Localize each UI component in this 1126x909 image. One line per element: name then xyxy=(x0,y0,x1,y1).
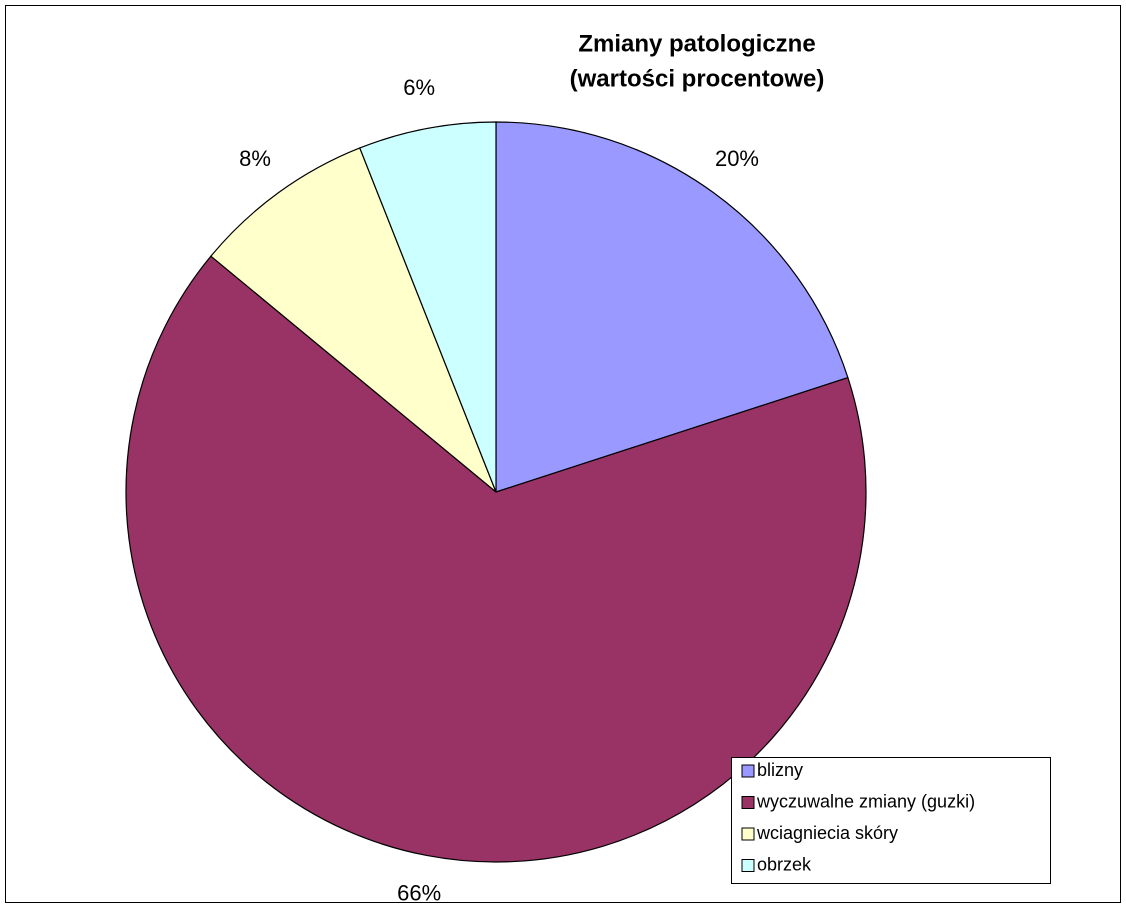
legend-label: blizny xyxy=(757,760,803,780)
legend-swatch xyxy=(741,859,755,872)
legend-label: wyczuwalne zmiany (guzki) xyxy=(756,791,975,811)
pie-slice xyxy=(125,255,867,863)
data-label: 66% xyxy=(397,881,441,906)
data-label: 20% xyxy=(715,146,759,171)
data-label: 8% xyxy=(239,146,271,171)
chart-subtitle: (wartości procentowe) xyxy=(570,65,825,92)
legend-box xyxy=(731,757,1051,884)
legend-swatch xyxy=(741,796,755,809)
pie-slice xyxy=(210,147,497,493)
pie-slice xyxy=(495,121,849,493)
pie-slice xyxy=(359,121,497,493)
data-label: 6% xyxy=(403,75,435,100)
legend-label: obrzek xyxy=(757,854,812,874)
chart-title: Zmiany patologiczne xyxy=(578,30,815,57)
legend-swatch xyxy=(741,827,755,841)
legend-label: wciagniecia skóry xyxy=(756,823,898,843)
legend-swatch xyxy=(741,764,755,778)
